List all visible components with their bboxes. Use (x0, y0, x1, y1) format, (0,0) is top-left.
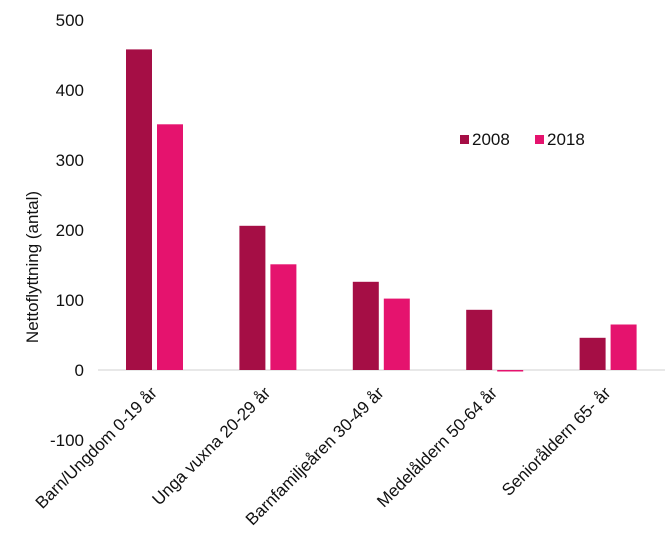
bar-2008-4 (466, 309, 493, 370)
bar-2018-4 (497, 370, 524, 372)
y-tick-label: 500 (56, 11, 84, 30)
y-tick-label: 100 (56, 291, 84, 310)
bar-2018-3 (383, 298, 410, 370)
bars (126, 49, 637, 372)
y-axis-ticks: -100 0 100 200 300 400 500 (50, 11, 84, 450)
x-category-label: Senioråldern 65- år (498, 383, 615, 500)
y-axis-title: Nettoflyttning (antal) (23, 191, 42, 343)
bar-2008-3 (352, 281, 379, 370)
y-tick-label: 300 (56, 151, 84, 170)
legend: 2008 2018 (460, 130, 585, 149)
bar-2008-2 (239, 225, 266, 370)
x-category-label: Medelåldern 50-64 år (373, 383, 501, 511)
y-tick-label: 400 (56, 81, 84, 100)
y-tick-label: -100 (50, 431, 84, 450)
bar-2018-1 (157, 124, 183, 370)
bar-2018-5 (610, 324, 637, 370)
bar-2018-2 (270, 264, 297, 370)
legend-swatch-2008 (460, 135, 469, 144)
y-tick-label: 200 (56, 221, 84, 240)
legend-label-2008: 2008 (472, 130, 510, 149)
bar-2008-1 (126, 49, 152, 371)
x-category-label: Unga vuxna 20-29 år (149, 383, 275, 509)
legend-swatch-2018 (535, 135, 544, 144)
bar-2008-5 (579, 337, 606, 370)
y-tick-label: 0 (75, 361, 84, 380)
legend-label-2018: 2018 (547, 130, 585, 149)
